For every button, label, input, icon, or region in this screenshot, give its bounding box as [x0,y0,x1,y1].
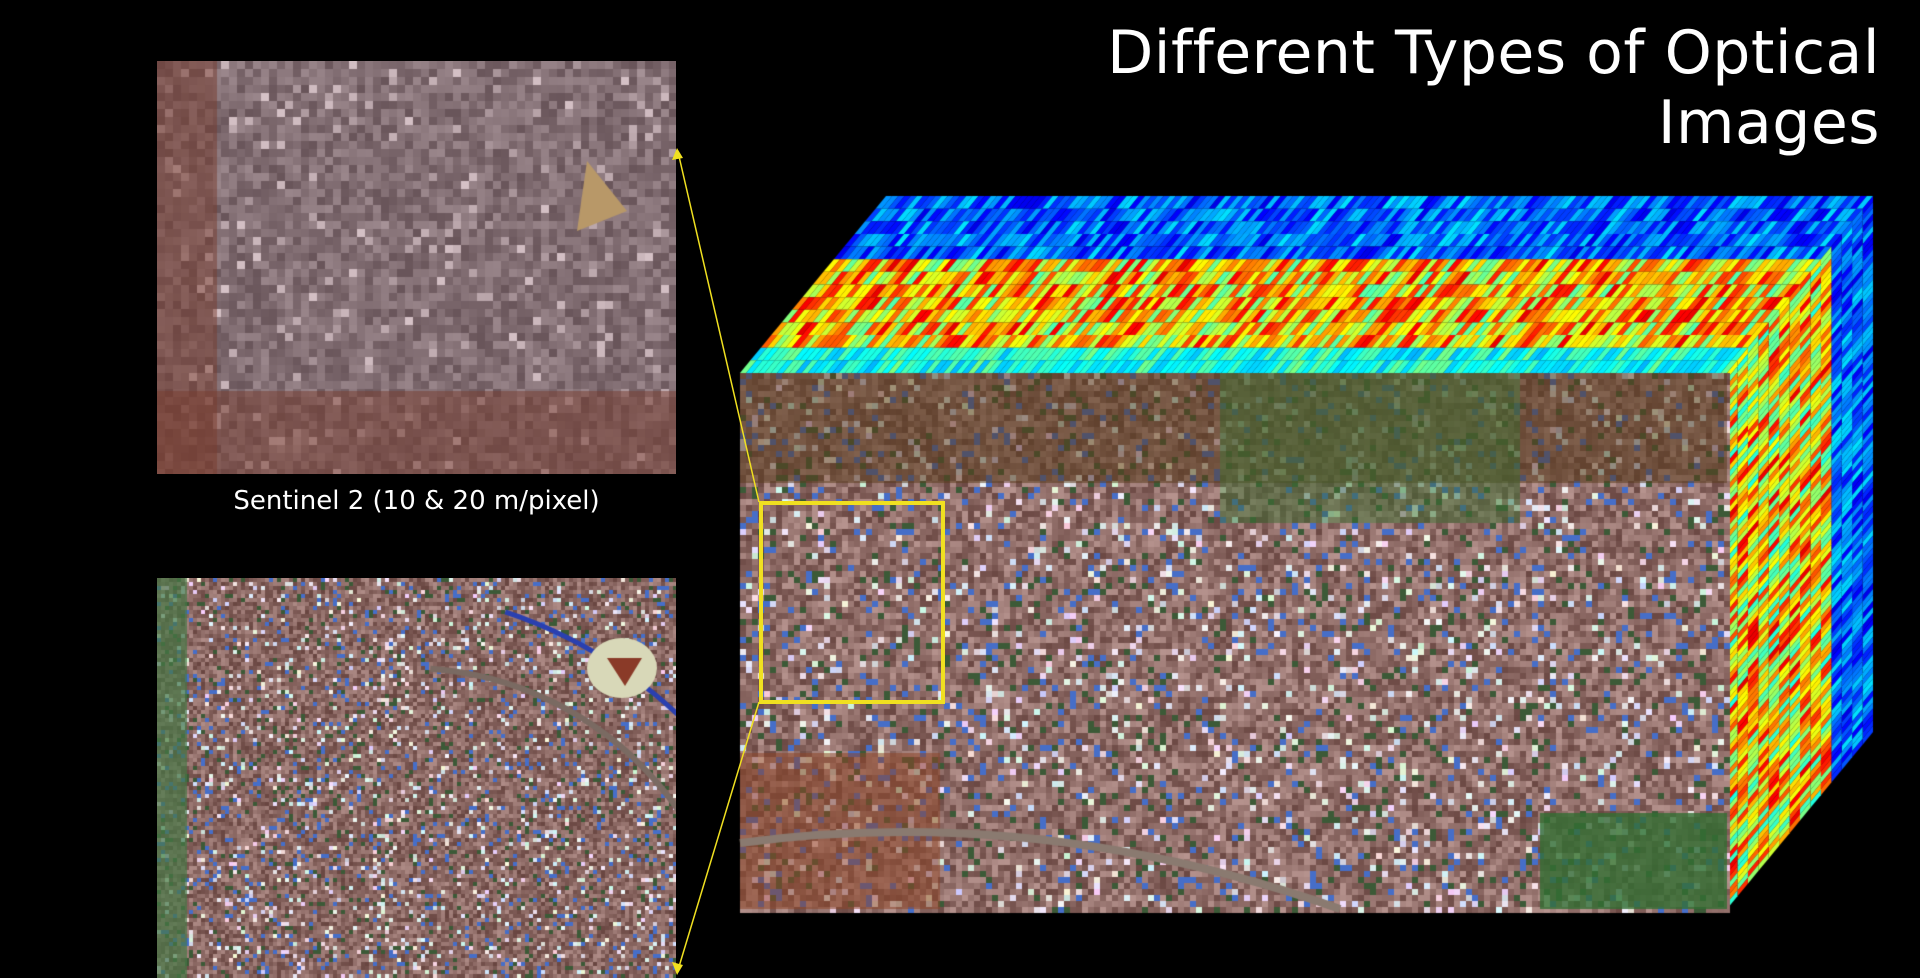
high-resolution-image [157,578,676,978]
slide-title: Different Types of Optical Images [1107,18,1880,158]
hyperspectral-cube [730,190,1890,920]
sentinel-2-image [157,61,676,474]
sentinel-2-caption: Sentinel 2 (10 & 20 m/pixel) [233,486,600,516]
